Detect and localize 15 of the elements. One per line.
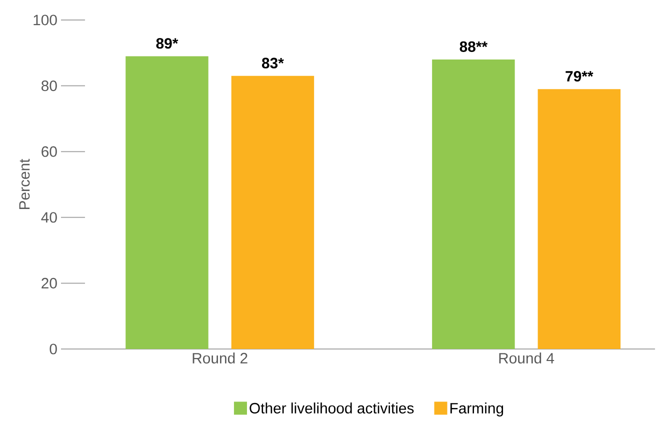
x-tick-label: Round 2 bbox=[192, 352, 248, 364]
legend-label: Other livelihood activities bbox=[250, 402, 414, 414]
data-label: 88** bbox=[460, 41, 488, 52]
data-label: 89* bbox=[156, 38, 178, 49]
data-label: 79** bbox=[566, 70, 594, 82]
legend-label: Farming bbox=[450, 402, 504, 416]
y-tick-label: 40 bbox=[41, 212, 57, 223]
y-axis-title: Percent bbox=[19, 158, 30, 210]
x-tick-label: Round 4 bbox=[499, 352, 554, 364]
data-label: 83* bbox=[262, 58, 284, 68]
y-tick-label: 20 bbox=[42, 278, 57, 288]
y-tick-label: 60 bbox=[42, 146, 57, 157]
y-tick-label: 0 bbox=[50, 344, 57, 354]
y-tick-label: 80 bbox=[42, 80, 57, 92]
y-tick-label: 100 bbox=[34, 14, 57, 26]
